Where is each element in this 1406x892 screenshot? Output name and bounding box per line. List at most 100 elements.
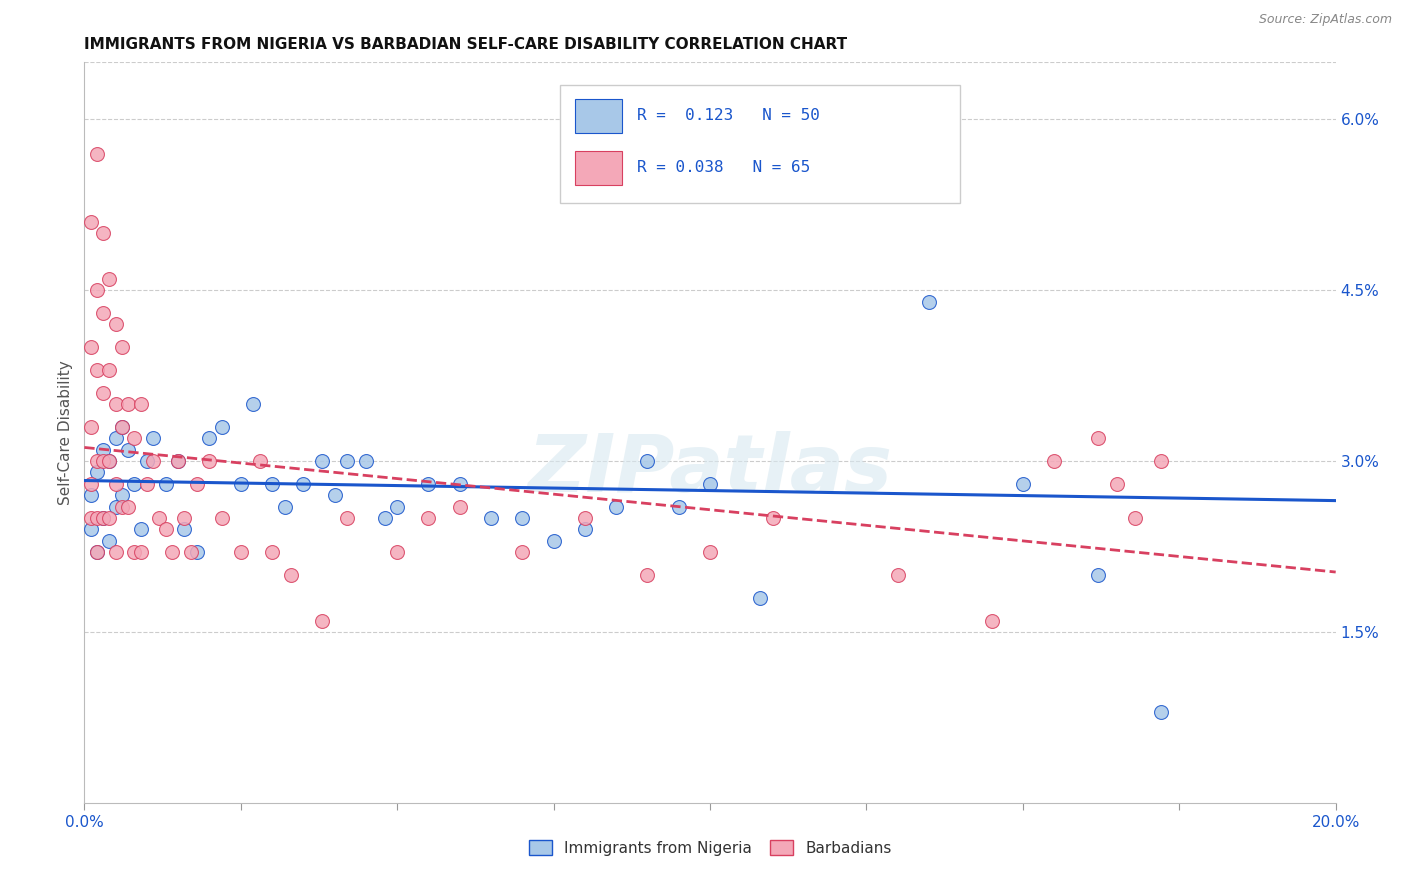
- Point: [762, 511, 785, 525]
- Point: [91, 454, 114, 468]
- Point: [111, 340, 134, 354]
- Point: [142, 431, 165, 445]
- Point: [824, 135, 846, 149]
- Point: [273, 500, 295, 514]
- Text: R =  0.123   N = 50: R = 0.123 N = 50: [637, 108, 820, 123]
- Point: [104, 545, 127, 559]
- Point: [699, 545, 721, 559]
- Point: [79, 511, 101, 525]
- Point: [229, 545, 252, 559]
- Point: [79, 340, 101, 354]
- Point: [186, 476, 208, 491]
- Point: [229, 476, 252, 491]
- Point: [167, 454, 190, 468]
- Point: [918, 294, 941, 309]
- Point: [1125, 511, 1147, 525]
- Point: [104, 318, 127, 332]
- Point: [479, 511, 502, 525]
- Point: [79, 488, 101, 502]
- Text: Source: ZipAtlas.com: Source: ZipAtlas.com: [1258, 13, 1392, 27]
- Point: [354, 454, 377, 468]
- Point: [91, 511, 114, 525]
- Point: [91, 227, 114, 241]
- Point: [79, 476, 101, 491]
- Point: [129, 545, 152, 559]
- Point: [198, 454, 221, 468]
- Point: [129, 397, 152, 411]
- Point: [668, 500, 690, 514]
- Point: [79, 523, 101, 537]
- Point: [98, 363, 121, 377]
- Point: [124, 431, 146, 445]
- Point: [1087, 568, 1109, 582]
- Point: [512, 545, 534, 559]
- Point: [104, 476, 127, 491]
- FancyBboxPatch shape: [575, 152, 623, 185]
- Point: [86, 511, 108, 525]
- Point: [211, 511, 233, 525]
- Point: [117, 397, 139, 411]
- Point: [142, 454, 165, 468]
- Point: [98, 272, 121, 286]
- Point: [136, 454, 159, 468]
- Point: [79, 420, 101, 434]
- Point: [543, 533, 565, 548]
- Point: [86, 466, 108, 480]
- Point: [749, 591, 772, 605]
- Point: [605, 500, 627, 514]
- Point: [1149, 454, 1171, 468]
- Point: [887, 568, 910, 582]
- Point: [148, 511, 170, 525]
- Point: [117, 500, 139, 514]
- FancyBboxPatch shape: [560, 85, 960, 203]
- Point: [91, 442, 114, 457]
- Point: [86, 363, 108, 377]
- Point: [124, 476, 146, 491]
- Point: [124, 545, 146, 559]
- Point: [198, 431, 221, 445]
- Point: [104, 431, 127, 445]
- Point: [262, 476, 284, 491]
- Point: [98, 533, 121, 548]
- Point: [86, 545, 108, 559]
- Point: [111, 420, 134, 434]
- Point: [180, 545, 202, 559]
- Point: [311, 614, 333, 628]
- Point: [418, 476, 440, 491]
- Point: [91, 511, 114, 525]
- Point: [104, 500, 127, 514]
- Point: [173, 511, 195, 525]
- Point: [79, 215, 101, 229]
- Text: R = 0.038   N = 65: R = 0.038 N = 65: [637, 160, 811, 175]
- Point: [336, 511, 359, 525]
- Point: [111, 500, 134, 514]
- Point: [86, 454, 108, 468]
- Point: [1043, 454, 1066, 468]
- Point: [280, 568, 302, 582]
- Point: [91, 385, 114, 400]
- Point: [98, 511, 121, 525]
- Point: [336, 454, 359, 468]
- Point: [98, 454, 121, 468]
- Point: [155, 476, 177, 491]
- Point: [311, 454, 333, 468]
- Point: [111, 488, 134, 502]
- Point: [637, 454, 659, 468]
- Point: [1149, 705, 1171, 719]
- Point: [249, 454, 271, 468]
- Point: [173, 523, 195, 537]
- Point: [449, 476, 471, 491]
- Point: [574, 511, 596, 525]
- Point: [91, 306, 114, 320]
- Point: [418, 511, 440, 525]
- Point: [512, 511, 534, 525]
- Point: [186, 545, 208, 559]
- Point: [637, 568, 659, 582]
- FancyBboxPatch shape: [575, 99, 623, 133]
- Point: [211, 420, 233, 434]
- Y-axis label: Self-Care Disability: Self-Care Disability: [58, 360, 73, 505]
- Legend: Immigrants from Nigeria, Barbadians: Immigrants from Nigeria, Barbadians: [523, 834, 897, 862]
- Point: [385, 545, 409, 559]
- Point: [129, 523, 152, 537]
- Point: [167, 454, 190, 468]
